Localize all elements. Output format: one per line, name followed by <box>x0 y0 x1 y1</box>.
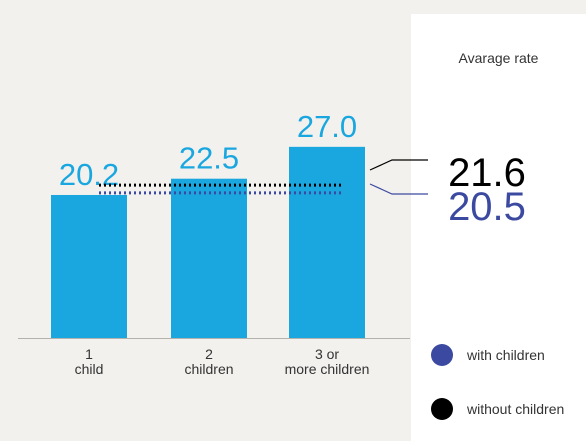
x-tick-label-2: 2 children <box>184 346 233 377</box>
legend-item-without-children: without children <box>431 398 564 420</box>
bar-value-label-2: 22.5 <box>179 141 239 176</box>
reference-value-without-children: 21.6 <box>448 151 526 195</box>
legend-label-with-children: with children <box>467 347 545 363</box>
reference-value-with-children: 20.5 <box>448 185 526 229</box>
bar-value-label-1: 20.2 <box>59 157 119 192</box>
bar-1 <box>51 194 127 338</box>
legend-label-without-children: without children <box>467 401 565 417</box>
legend-dot-without-children-icon <box>431 398 453 420</box>
bar-3 <box>289 146 365 338</box>
bar-2 <box>171 178 247 338</box>
x-tick-label-3: 3 or more children <box>285 346 370 377</box>
reference-leader-without-children <box>369 159 428 171</box>
average-rate-panel: Avarage rate with children without child… <box>411 14 586 441</box>
legend-item-with-children: with children <box>431 344 545 366</box>
panel-title: Avarage rate <box>458 50 539 66</box>
legend-dot-with-children-icon <box>431 344 453 366</box>
bar-value-label-3: 27.0 <box>297 109 357 144</box>
x-tick-label-1: 1 child <box>75 346 104 377</box>
reference-leader-with-children <box>369 183 428 195</box>
